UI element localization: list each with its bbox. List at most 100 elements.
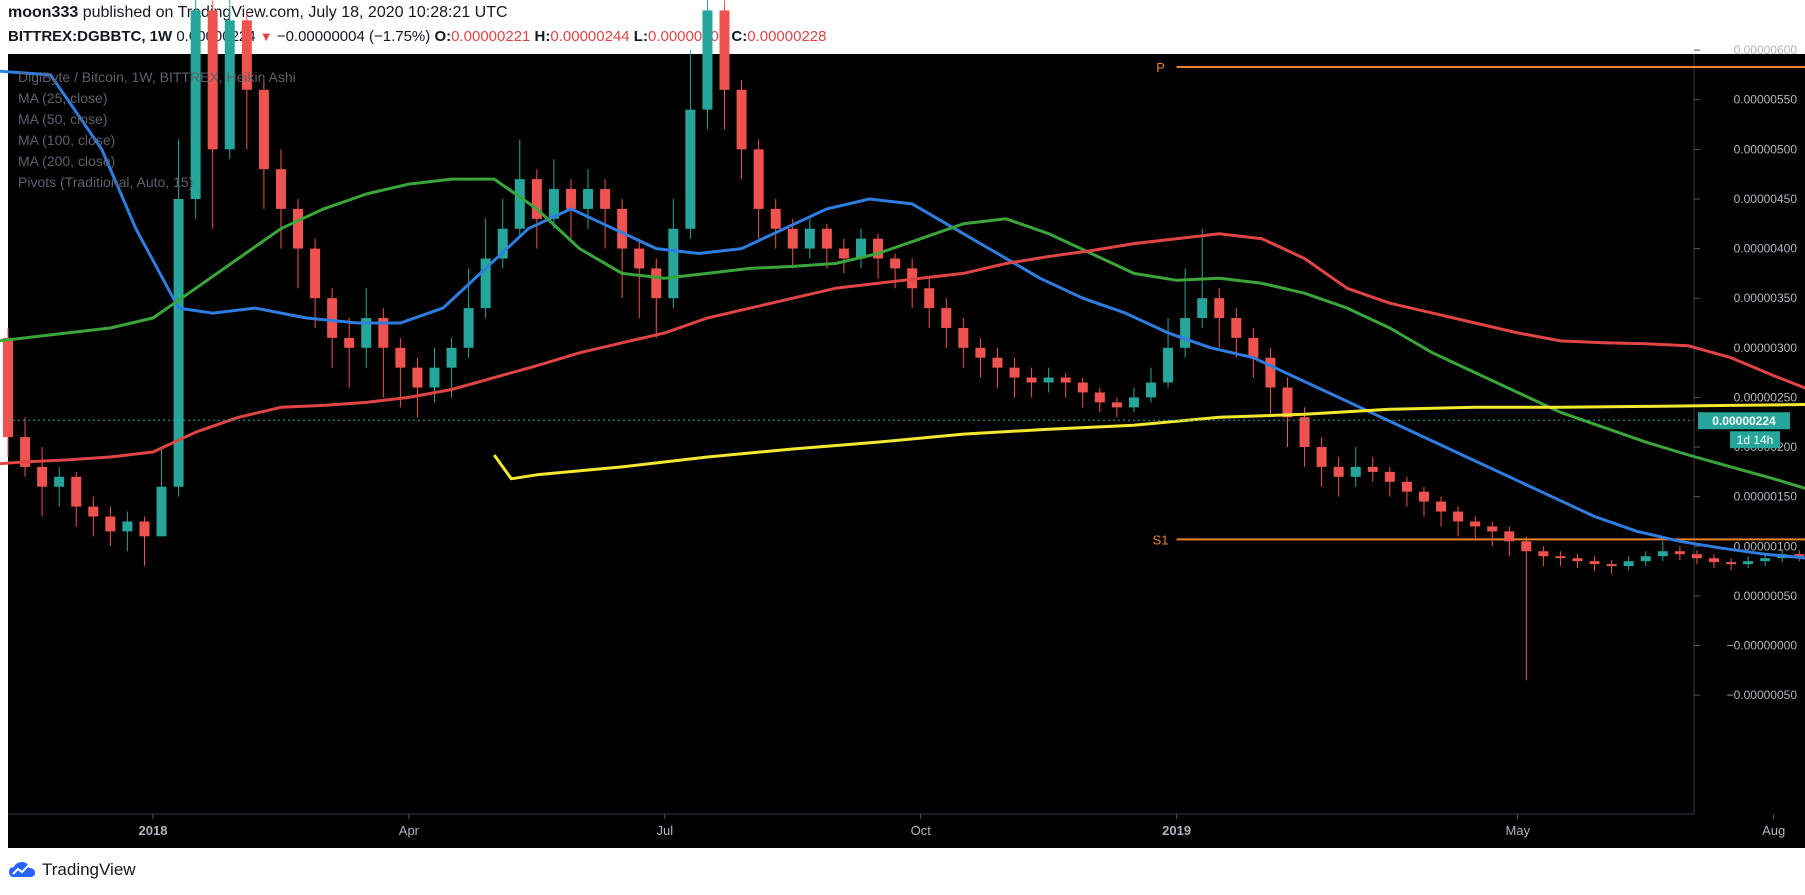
candle xyxy=(1180,268,1191,358)
candle-body xyxy=(1316,447,1327,467)
candle xyxy=(1146,367,1157,403)
candle-body xyxy=(190,10,201,199)
candle xyxy=(275,149,286,249)
candle-body xyxy=(941,308,952,328)
candle xyxy=(838,238,849,274)
candle xyxy=(1163,318,1174,388)
candle xyxy=(514,139,525,239)
candle-body xyxy=(736,89,747,150)
y-tick-label: 0.00000100 xyxy=(1734,539,1798,553)
candle xyxy=(105,506,116,547)
moving-averages: 25 SMA50 SMA100 SMA200 SM xyxy=(0,69,1805,560)
down-arrow-icon: ▼ xyxy=(259,29,273,44)
candle xyxy=(446,337,457,398)
candle-body xyxy=(651,268,662,299)
candle xyxy=(634,238,645,319)
chart-legend: DigiByte / Bitcoin, 1W, BITTREX, Heikin … xyxy=(18,69,296,190)
candle-body xyxy=(429,367,440,388)
candle xyxy=(1504,526,1515,557)
high-value: 0.00000244 xyxy=(550,28,630,45)
candle-body xyxy=(617,208,628,249)
candle-body xyxy=(1487,526,1498,532)
candle xyxy=(1794,550,1805,562)
tradingview-cloud-icon xyxy=(9,862,35,877)
candle xyxy=(1248,327,1259,378)
candle xyxy=(600,179,611,249)
ma-line xyxy=(0,232,1805,466)
candle xyxy=(651,258,662,338)
candle-body xyxy=(344,337,355,348)
candle xyxy=(1401,476,1412,507)
candle-body xyxy=(224,20,235,150)
candle-body xyxy=(207,10,218,150)
candle xyxy=(361,288,372,368)
candle-body xyxy=(1128,397,1139,408)
candle-body xyxy=(1794,554,1805,557)
time-axis-background[interactable] xyxy=(8,814,1805,848)
candle-body xyxy=(327,298,338,338)
candle-body xyxy=(156,486,167,537)
candle-body xyxy=(463,308,474,348)
candle-body xyxy=(1214,298,1225,319)
tradingview-footer[interactable]: TradingView xyxy=(8,860,136,880)
candle-body xyxy=(924,288,935,309)
y-tick-label: 0.00000550 xyxy=(1734,93,1798,107)
candle-body xyxy=(804,228,815,249)
candle xyxy=(1470,516,1481,542)
candle xyxy=(1060,372,1071,398)
candle-body xyxy=(1026,377,1037,383)
candle-body xyxy=(787,228,798,249)
candle-body xyxy=(1350,466,1361,477)
candle-body xyxy=(480,258,491,309)
candle-body xyxy=(1521,541,1532,552)
candle xyxy=(293,198,304,289)
candle xyxy=(1111,397,1122,418)
candle xyxy=(1743,556,1754,569)
x-tick-label: 2018 xyxy=(139,823,168,838)
candle-body xyxy=(1589,561,1600,565)
low-label: L: xyxy=(633,28,648,45)
legend-item: MA (200, close) xyxy=(18,153,115,169)
candle-body xyxy=(890,258,901,269)
author-name[interactable]: moon333 xyxy=(8,4,79,21)
open-label: O: xyxy=(434,28,452,45)
candle-body xyxy=(1384,471,1395,482)
candle-body xyxy=(514,179,525,229)
candle-body xyxy=(1248,337,1259,358)
ma-line xyxy=(0,69,1805,560)
candle xyxy=(1521,536,1532,681)
candle-body xyxy=(497,228,508,259)
legend-item: Pivots (Traditional, Auto, 15) xyxy=(18,174,193,190)
candle xyxy=(1538,546,1549,567)
candle xyxy=(327,288,338,368)
y-tick-label: 0.00000500 xyxy=(1734,142,1798,156)
countdown-tag-text: 1d 14h xyxy=(1737,433,1774,447)
candle xyxy=(1640,551,1651,567)
candle-body xyxy=(139,521,150,537)
candle-body xyxy=(1197,298,1208,319)
candle-body xyxy=(1572,558,1583,562)
candle xyxy=(1299,407,1310,467)
candle-body xyxy=(1265,357,1276,388)
candle xyxy=(1231,308,1242,358)
candle xyxy=(992,347,1003,388)
candle xyxy=(156,447,167,537)
candle xyxy=(1606,560,1617,575)
candle-body xyxy=(1691,554,1702,559)
candle-body xyxy=(1367,466,1378,472)
candle xyxy=(71,471,82,527)
last-price-marker: 0.00000224 1d 14h xyxy=(8,412,1790,449)
candle-body xyxy=(293,208,304,249)
y-tick-label: 0.00000350 xyxy=(1734,291,1798,305)
candle-body xyxy=(1282,387,1293,418)
candle-body xyxy=(753,149,764,209)
candle-body xyxy=(719,10,730,90)
candle xyxy=(1384,466,1395,497)
legend-item: DigiByte / Bitcoin, 1W, BITTREX, Heikin … xyxy=(18,69,296,85)
x-tick-label: Oct xyxy=(911,823,932,838)
last-price-tag-text: 0.00000224 xyxy=(1712,414,1776,428)
tradingview-brand: TradingView xyxy=(42,860,136,879)
candle-body xyxy=(20,437,31,467)
candle xyxy=(139,516,150,567)
